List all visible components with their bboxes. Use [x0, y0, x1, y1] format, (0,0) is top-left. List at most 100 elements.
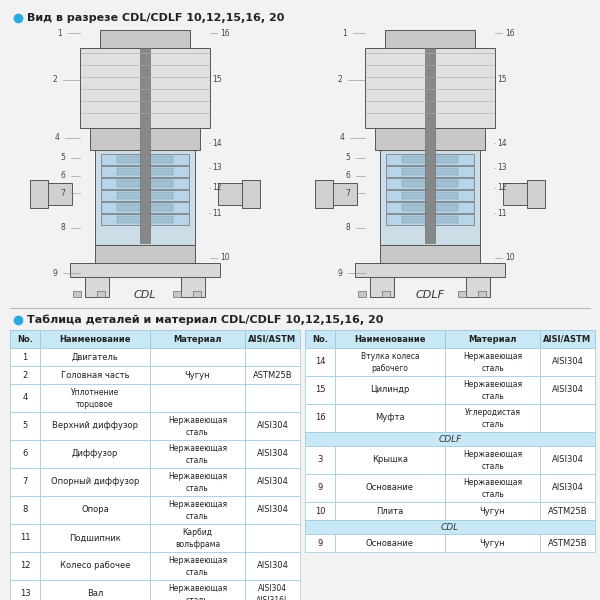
Bar [40, 496, 150, 524]
Text: 6: 6 [61, 172, 65, 181]
Bar [445, 446, 540, 474]
Bar [100, 30, 190, 48]
Bar [245, 552, 300, 580]
Bar [540, 376, 595, 404]
Bar [540, 474, 595, 502]
Text: сталь: сталь [481, 364, 504, 373]
Bar [40, 330, 150, 348]
Text: 2: 2 [53, 76, 58, 85]
Bar [386, 178, 474, 189]
Bar [85, 277, 109, 297]
Text: 6: 6 [22, 449, 28, 458]
Bar [70, 263, 220, 277]
Bar [101, 178, 189, 189]
Text: 16: 16 [505, 28, 515, 37]
Bar [445, 348, 540, 376]
Bar [305, 376, 335, 404]
Bar [150, 412, 245, 440]
Bar [150, 496, 245, 524]
Text: 7: 7 [22, 478, 28, 487]
Bar [150, 330, 245, 348]
Text: 6: 6 [346, 172, 350, 181]
Text: 8: 8 [22, 505, 28, 514]
Text: Втулка колеса: Втулка колеса [361, 352, 419, 361]
Bar [150, 440, 245, 468]
Bar [305, 502, 335, 520]
Bar [245, 524, 300, 552]
Text: Подшипник: Подшипник [69, 533, 121, 542]
Bar [402, 216, 458, 223]
Bar [117, 204, 173, 211]
Text: 10: 10 [505, 253, 515, 263]
Text: Уплотнение: Уплотнение [71, 388, 119, 397]
Bar [150, 552, 245, 580]
Bar [10, 366, 40, 384]
Bar [382, 291, 390, 297]
Text: сталь: сталь [481, 419, 504, 428]
Bar [375, 128, 485, 150]
Bar [245, 366, 300, 384]
Text: рабочего: рабочего [371, 364, 409, 373]
Bar [335, 404, 445, 432]
Text: 4: 4 [55, 133, 59, 142]
Text: 14: 14 [497, 139, 507, 148]
Text: 10: 10 [315, 506, 325, 515]
Bar [540, 348, 595, 376]
Bar [503, 183, 543, 205]
Text: 12: 12 [212, 184, 222, 193]
Text: 7: 7 [61, 188, 65, 197]
Bar [445, 330, 540, 348]
Text: 8: 8 [346, 223, 350, 232]
Bar [425, 48, 435, 243]
Bar [540, 534, 595, 552]
Bar [305, 432, 595, 446]
Text: AISI304: AISI304 [257, 421, 289, 431]
Text: Нержавеющая: Нержавеющая [168, 584, 227, 593]
Text: Нержавеющая: Нержавеющая [168, 500, 227, 509]
Text: Плита: Плита [376, 506, 404, 515]
Text: 12: 12 [497, 184, 507, 193]
Bar [30, 180, 48, 208]
Text: ASTM25B: ASTM25B [548, 506, 587, 515]
Bar [540, 330, 595, 348]
Bar [402, 204, 458, 211]
Bar [32, 183, 72, 205]
Bar [101, 166, 189, 177]
Text: CDLF: CDLF [415, 290, 445, 300]
Bar [218, 183, 258, 205]
Bar [90, 128, 200, 150]
Text: Муфта: Муфта [375, 413, 405, 422]
Text: CDL: CDL [441, 523, 459, 532]
Text: AISI/ASTM: AISI/ASTM [248, 335, 296, 343]
Text: 1: 1 [343, 28, 347, 37]
Text: 15: 15 [315, 385, 325, 395]
Text: Нержавеющая: Нержавеющая [168, 416, 227, 425]
Bar [97, 291, 105, 297]
Bar [10, 412, 40, 440]
Text: Нержавеющая: Нержавеющая [168, 556, 227, 565]
Text: сталь: сталь [186, 512, 209, 521]
Text: 4: 4 [340, 133, 344, 142]
Text: Нержавеющая: Нержавеющая [168, 445, 227, 454]
Bar [101, 214, 189, 225]
Text: Основание: Основание [366, 484, 414, 493]
Bar [117, 168, 173, 175]
Bar [245, 384, 300, 412]
Text: AISI304: AISI304 [551, 358, 583, 367]
Bar [380, 150, 480, 245]
Text: AISI316L: AISI316L [256, 596, 289, 600]
Text: 11: 11 [20, 533, 30, 542]
Bar [245, 412, 300, 440]
Text: No.: No. [17, 335, 33, 343]
Bar [317, 183, 357, 205]
Bar [380, 245, 480, 263]
Bar [140, 48, 150, 243]
Bar [117, 156, 173, 163]
Bar [386, 154, 474, 165]
Bar [358, 291, 366, 297]
Text: Чугун: Чугун [479, 506, 505, 515]
Bar [478, 291, 486, 297]
Bar [386, 214, 474, 225]
Text: Материал: Материал [468, 335, 517, 343]
Text: Нержавеющая: Нержавеющая [463, 380, 522, 389]
